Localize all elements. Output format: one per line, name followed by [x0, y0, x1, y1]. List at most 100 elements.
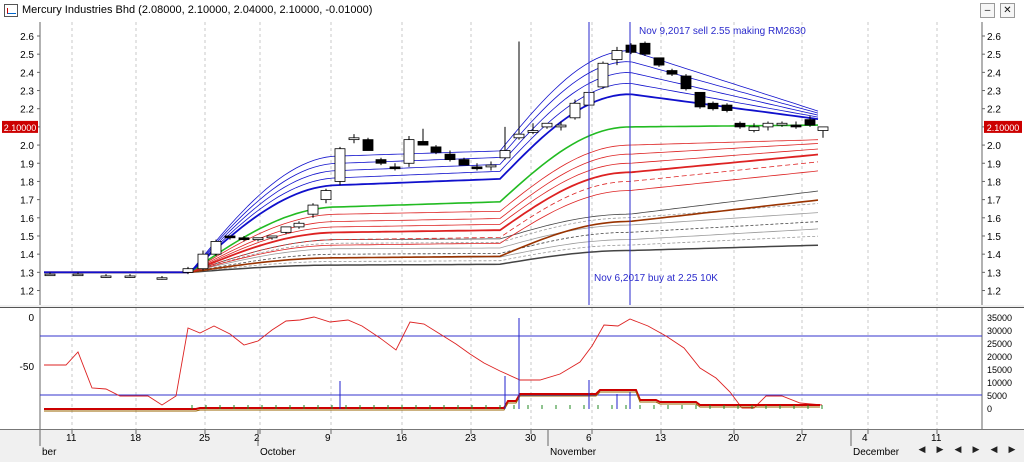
title-bar: Mercury Industries Bhd (2.08000, 2.10000…: [0, 0, 1024, 23]
candlestick: [694, 91, 706, 108]
close-icon: ✕: [1003, 5, 1012, 16]
candlestick: [389, 166, 401, 170]
ma-line-gray: [44, 203, 819, 273]
minimize-icon: –: [984, 5, 991, 16]
candlestick: [238, 237, 250, 241]
candlestick: [639, 42, 651, 55]
chart-app-icon: [4, 4, 18, 17]
y-tick-label-right: 1.3: [987, 268, 1001, 279]
y-tick-label-left: 1.9: [20, 159, 34, 170]
y-tick-label-left: 2.5: [20, 50, 34, 61]
x-day-label: 6: [586, 433, 592, 444]
candlestick: [72, 273, 84, 277]
y-tick-label-right: 1.5: [987, 232, 1001, 243]
y-tick-label-left: 1.6: [20, 214, 34, 225]
y-tick-label-right: 2.6: [987, 32, 1001, 43]
candlestick: [224, 235, 236, 239]
candlestick: [555, 124, 567, 128]
x-day-label: 20: [728, 433, 740, 444]
y-tick-label-left: 1.4: [20, 250, 34, 261]
sell-annotation: Nov 9,2017 sell 2.55 making RM2630: [639, 26, 806, 37]
candlestick: [748, 126, 760, 131]
scroll-forward-icon[interactable]: ▶: [1008, 444, 1016, 454]
candlestick: [375, 159, 387, 164]
date-axis: 11 18 25 2 9 16 23 30 6 13 20 27 4 11 ber October Novemb…: [0, 429, 1024, 459]
y-tick-label-right: 1.7: [987, 196, 1001, 207]
x-day-label: 18: [130, 433, 142, 444]
y-tick-label-right: 2.5: [987, 50, 1001, 61]
candlestick: [280, 226, 292, 233]
indicator-right-tick: 30000: [987, 326, 1012, 336]
y-tick-label-left: 2.4: [20, 68, 34, 79]
candlestick: [611, 50, 623, 61]
buy-annotation: Nov 6,2017 buy at 2.25 10K: [594, 273, 718, 284]
candlestick: [707, 102, 719, 110]
y-tick-label-right: 1.8: [987, 177, 1001, 188]
candlestick: [541, 122, 553, 128]
price-chart-pane[interactable]: 2.62.62.52.52.42.42.32.32.22.22.12.12.02…: [0, 22, 1024, 305]
candlestick: [776, 122, 788, 126]
candlestick: [293, 222, 305, 228]
candlestick: [320, 190, 332, 201]
scroll-back-icon[interactable]: ◀: [990, 444, 998, 454]
indicator-right-tick: 15000: [987, 365, 1012, 375]
y-tick-label-left: 1.3: [20, 268, 34, 279]
scroll-first-icon[interactable]: ◀: [918, 444, 926, 454]
candlestick: [458, 159, 470, 166]
candlestick: [721, 104, 733, 111]
indicator-left-tick: -50: [20, 362, 35, 373]
y-tick-label-right: 2.4: [987, 68, 1001, 79]
last-price-badge-right: [984, 120, 1022, 133]
x-month-label: October: [260, 447, 296, 458]
scroll-right-icon[interactable]: ▶: [936, 444, 944, 454]
x-day-label: 27: [796, 433, 808, 444]
candlestick: [762, 122, 774, 128]
y-tick-label-left: 2.6: [20, 32, 34, 43]
minimize-button[interactable]: –: [980, 3, 995, 18]
indicator-chart: 0 -50 35000 30000 25000 20000 15000 10000 5000 0: [20, 308, 1012, 430]
candlestick: [156, 277, 168, 280]
close-button[interactable]: ✕: [1000, 3, 1015, 18]
indicator-right-tick: 10000: [987, 378, 1012, 388]
x-month-label: ber: [42, 447, 57, 458]
ma-line-gray: [44, 235, 819, 273]
y-tick-label-right: 1.6: [987, 214, 1001, 225]
candlestick: [597, 62, 609, 88]
price-chart: 2.62.62.52.52.42.42.32.32.22.22.12.12.02…: [2, 22, 1022, 305]
oscillator-line: [44, 316, 823, 409]
y-tick-label-right: 1.4: [987, 250, 1001, 261]
candlestick: [444, 153, 456, 161]
x-day-label: 25: [199, 433, 211, 444]
scroll-left-icon[interactable]: ◀: [954, 444, 962, 454]
scroll-last-icon[interactable]: ▶: [972, 444, 980, 454]
y-tick-label-left: 2.2: [20, 105, 34, 116]
x-day-label: 4: [862, 433, 868, 444]
indicator-right-tick: 35000: [987, 313, 1012, 323]
y-tick-label-right: 1.2: [987, 287, 1001, 298]
candlestick: [527, 130, 539, 133]
candlestick: [790, 124, 802, 128]
x-month-label: November: [550, 447, 597, 458]
x-day-label: 16: [396, 433, 408, 444]
candlestick: [124, 275, 136, 278]
candlestick: [252, 237, 264, 241]
candlestick: [625, 44, 637, 53]
ma-line-blue: [44, 50, 819, 273]
candlestick: [348, 137, 360, 141]
candlestick: [182, 268, 194, 273]
indicator-pane[interactable]: 0 -50 35000 30000 25000 20000 15000 10000 5000 0: [0, 307, 1024, 430]
candlestick: [471, 166, 483, 170]
y-tick-label-right: 1.9: [987, 159, 1001, 170]
candlestick: [417, 141, 429, 146]
candlestick: [197, 253, 209, 270]
candlestick: [569, 102, 581, 119]
candlestick: [266, 235, 278, 239]
candlestick: [44, 273, 56, 277]
candlestick: [485, 164, 497, 168]
x-day-label: 13: [655, 433, 667, 444]
indicator-right-tick: 25000: [987, 339, 1012, 349]
chart-scroll-controls: ◀ ▶ ◀ ▶ ◀ ▶: [914, 442, 1020, 456]
candlestick: [307, 204, 319, 215]
indicator-right-tick: 20000: [987, 352, 1012, 362]
indicator-plot-area: [40, 308, 982, 430]
